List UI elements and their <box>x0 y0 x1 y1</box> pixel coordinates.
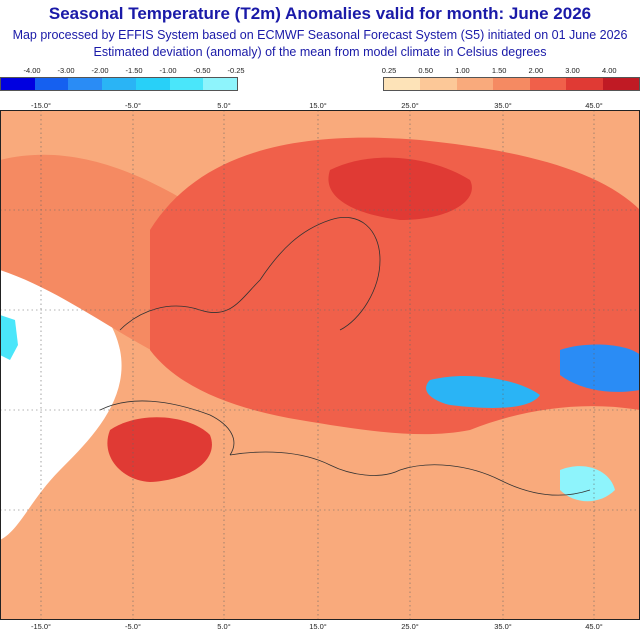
colorbar-swatch <box>135 78 170 90</box>
colorbar-label: -2.00 <box>91 66 109 75</box>
longitude-tick-label: -15.0° <box>30 101 52 110</box>
scandinavia-hot-spot <box>328 157 472 220</box>
caucasus-cold-patch <box>560 344 640 392</box>
colorbar-swatch <box>384 78 421 90</box>
atlantic-neutral-zone <box>0 260 122 540</box>
longitude-tick-label: 15.0° <box>309 101 327 110</box>
colorbar-label: -0.25 <box>227 66 245 75</box>
colorbar-label: 4.00 <box>601 66 617 75</box>
colorbar-swatch <box>1 78 35 90</box>
colorbar-swatch <box>529 78 567 90</box>
colorbar-label: 0.25 <box>381 66 397 75</box>
colorbar-label: 1.50 <box>491 66 507 75</box>
colorbar-swatch <box>68 78 103 90</box>
anomaly-map <box>0 110 640 620</box>
map-subtitle-units: Estimated deviation (anomaly) of the mea… <box>93 45 547 59</box>
longitude-tick-label: 5.0° <box>217 622 231 631</box>
longitude-tick-label: 5.0° <box>217 101 231 110</box>
coastlines <box>99 217 591 496</box>
colorbar-swatch <box>34 78 69 90</box>
colorbar-label: 2.00 <box>528 66 544 75</box>
colorbar-swatch <box>456 78 494 90</box>
longitude-tick-label: 25.0° <box>401 622 419 631</box>
colorbar-swatch <box>169 78 204 90</box>
graticule <box>0 110 640 620</box>
colorbar-label: 1.00 <box>455 66 470 75</box>
longitude-tick-label: 45.0° <box>585 622 603 631</box>
longitude-tick-label: 25.0° <box>401 101 419 110</box>
longitude-tick-label: -5.0° <box>125 101 141 110</box>
colorbar-label: 3.00 <box>565 66 580 75</box>
colorbar-swatch <box>420 78 457 90</box>
longitude-tick-label: -5.0° <box>125 622 141 631</box>
middle-east-cold-patch <box>560 466 615 502</box>
colorbar-label: 0.50 <box>418 66 434 75</box>
colorbar-swatch <box>566 78 603 90</box>
longitude-tick-label: 45.0° <box>585 101 603 110</box>
longitude-tick-label: 35.0° <box>494 101 512 110</box>
colorbar-label: -0.50 <box>193 66 211 75</box>
longitude-tick-label: 35.0° <box>494 622 512 631</box>
map-title: Seasonal Temperature (T2m) Anomalies val… <box>48 4 592 23</box>
colorbar-cold <box>0 77 238 91</box>
iberia-hot-spot <box>107 417 212 482</box>
europe-warm-core <box>150 137 640 435</box>
map-subtitle-source: Map processed by EFFIS System based on E… <box>12 28 628 42</box>
colorbar-label: -1.00 <box>159 66 177 75</box>
colorbar-label: -4.00 <box>23 66 41 75</box>
longitude-tick-label: -15.0° <box>30 622 52 631</box>
colorbar-swatch <box>602 78 639 90</box>
colorbar-swatch <box>102 78 136 90</box>
colorbar-label: -1.50 <box>125 66 143 75</box>
turkey-cold-patch <box>426 375 540 408</box>
atlantic-cold-patch <box>0 315 18 360</box>
longitude-tick-label: 15.0° <box>309 622 327 631</box>
colorbar-label: -3.00 <box>57 66 75 75</box>
colorbar-swatch <box>493 78 530 90</box>
colorbar-warm <box>383 77 640 91</box>
colorbar-swatch <box>203 78 238 90</box>
